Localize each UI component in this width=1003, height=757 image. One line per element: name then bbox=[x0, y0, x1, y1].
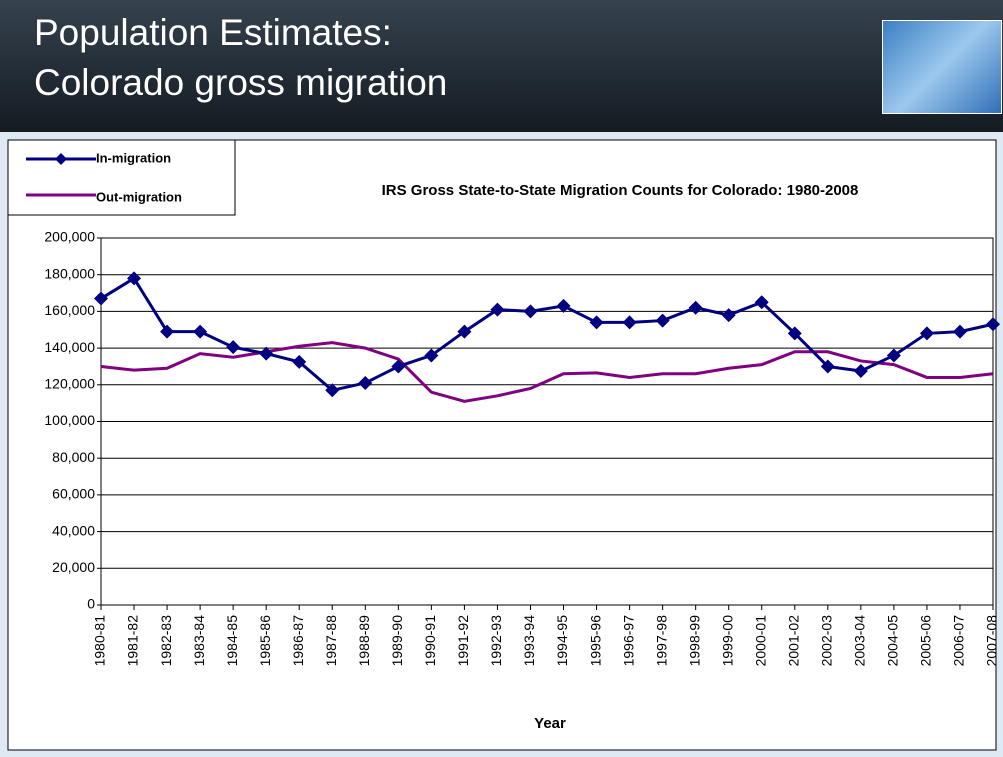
y-tick-label: 100,000 bbox=[44, 412, 95, 428]
legend-label: Out-migration bbox=[96, 189, 182, 204]
x-tick-label: 1995-96 bbox=[587, 615, 603, 667]
x-tick-label: 1990-91 bbox=[422, 615, 438, 667]
y-tick-label: 40,000 bbox=[52, 522, 95, 538]
chart: IRS Gross State-to-State Migration Count… bbox=[0, 0, 1003, 757]
x-tick-label: 1989-90 bbox=[389, 615, 405, 667]
x-tick-label: 1996-97 bbox=[620, 615, 636, 667]
x-tick-label: 2000-01 bbox=[752, 615, 768, 667]
y-tick-label: 80,000 bbox=[52, 449, 95, 465]
x-tick-label: 1999-00 bbox=[719, 615, 735, 667]
y-tick-label: 160,000 bbox=[44, 302, 95, 318]
y-tick-label: 20,000 bbox=[52, 559, 95, 575]
y-tick-label: 120,000 bbox=[44, 376, 95, 392]
x-tick-label: 1998-99 bbox=[686, 615, 702, 667]
slide: Population Estimates: Colorado gross mig… bbox=[0, 0, 1003, 757]
x-axis-label: Year bbox=[534, 715, 566, 732]
x-tick-label: 1993-94 bbox=[521, 615, 537, 667]
x-tick-label: 1982-83 bbox=[158, 615, 174, 667]
legend-label: In-migration bbox=[96, 150, 171, 165]
x-tick-label: 1986-87 bbox=[290, 615, 306, 667]
y-tick-label: 60,000 bbox=[52, 486, 95, 502]
x-tick-label: 1994-95 bbox=[554, 615, 570, 667]
chart-title: IRS Gross State-to-State Migration Count… bbox=[382, 182, 859, 199]
y-tick-label: 200,000 bbox=[44, 229, 95, 245]
x-tick-label: 2007-08 bbox=[984, 615, 1000, 667]
x-tick-label: 1983-84 bbox=[191, 615, 207, 667]
x-tick-label: 1997-98 bbox=[653, 615, 669, 667]
x-tick-label: 2002-03 bbox=[819, 615, 835, 667]
x-tick-label: 1992-93 bbox=[488, 615, 504, 667]
x-tick-label: 1980-81 bbox=[92, 615, 108, 667]
y-tick-label: 140,000 bbox=[44, 339, 95, 355]
x-tick-label: 2003-04 bbox=[852, 615, 868, 667]
y-tick-label: 0 bbox=[87, 596, 95, 612]
x-tick-label: 2006-07 bbox=[951, 615, 967, 667]
x-tick-label: 1984-85 bbox=[224, 615, 240, 667]
x-tick-label: 1987-88 bbox=[323, 615, 339, 667]
x-tick-label: 1981-82 bbox=[125, 615, 141, 667]
x-tick-label: 2001-02 bbox=[785, 615, 801, 667]
y-tick-label: 180,000 bbox=[44, 265, 95, 281]
x-tick-label: 2004-05 bbox=[885, 615, 901, 667]
x-tick-label: 1991-92 bbox=[455, 615, 471, 667]
x-tick-label: 1988-89 bbox=[356, 615, 372, 667]
x-tick-label: 1985-86 bbox=[257, 615, 273, 667]
x-tick-label: 2005-06 bbox=[918, 615, 934, 667]
